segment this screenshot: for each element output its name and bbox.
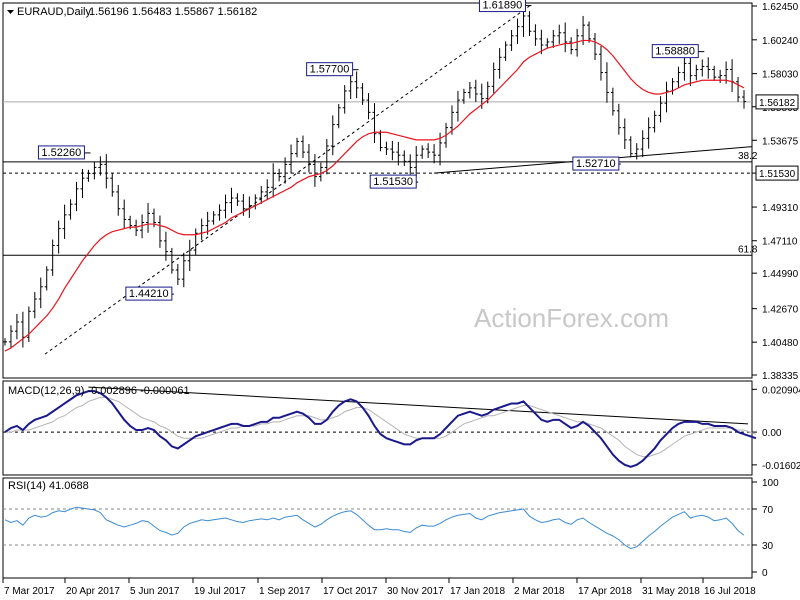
support-level-box [755,165,799,181]
x-tick-label: 5 Jun 2017 [130,586,180,597]
x-tick-label: 30 Nov 2017 [387,586,444,597]
annotation-box [478,0,526,13]
fib-level-label: 38.2 [738,151,758,162]
macd-title: MACD(12,26,9) -0.002896 -0.000061 [8,385,190,397]
current-price-label: 1.56182 [759,98,796,109]
macd-layer: 0.020904 0.00 -0.016023 [3,385,800,472]
annotation-label: 1.44210 [129,288,169,300]
price-tick-label: 1.42670 [762,305,799,316]
price-tick-label: 1.47110 [762,237,798,248]
annotation-label: 1.52710 [576,158,616,170]
x-tick-label: 17 Oct 2017 [323,586,378,597]
rsi-layer: 100 70 30 0 [3,478,779,579]
price-layer: 1.624501.602401.580301.558651.536751.515… [3,0,799,382]
x-tick-label: 20 Apr 2017 [66,586,120,597]
macd-tick-label: 0.020904 [762,385,800,396]
rsi-title: RSI(14) 41.0688 [8,480,89,492]
macd-tick-label: -0.016023 [762,461,800,472]
macd-panel [2,380,753,476]
dropdown-triangle-icon [7,10,14,14]
annotation-label: 1.61890 [482,0,522,12]
price-tick-label: 1.58030 [762,70,799,81]
price-tick-label: 1.49310 [762,203,799,214]
support-level-label: 1.51530 [759,169,796,180]
annotation-label: 1.52260 [41,147,81,159]
annotation-box [651,44,699,59]
macd-signal-line [5,396,757,458]
annotation-box [572,156,620,171]
chart-header: EURAUD,Daily 1.56196 1.56483 1.55867 1.5… [7,6,257,18]
price-tick-label: 1.40480 [762,338,799,349]
annotation-label: 1.58880 [655,46,695,58]
annotation-box [37,145,85,160]
x-tick-label: 2 Mar 2018 [514,586,565,597]
price-tick-label: 1.53675 [762,136,799,147]
macd-line [4,390,757,468]
macd-trendline [88,386,749,425]
x-tick-label: 19 Jul 2017 [194,586,246,597]
x-tick-label: 1 Sep 2017 [259,586,311,597]
price-tick-label: 1.38335 [762,371,799,382]
rsi-panel [2,477,753,579]
x-tick-label: 17 Apr 2018 [578,586,632,597]
x-tick-label: 16 Jul 2018 [704,586,756,597]
x-tick-label: 7 Mar 2017 [4,586,55,597]
current-price-box [755,94,799,110]
rsi-line [4,506,745,550]
price-panel [2,2,753,379]
rsi-tick-label: 100 [762,478,779,489]
annotation-label: 1.51530 [373,176,413,188]
price-tick-label: 1.44990 [762,269,799,280]
rsi-tick-label: 70 [762,505,774,516]
macd-tick-label: 0.00 [762,428,782,439]
price-tick-label: 1.60240 [762,36,799,47]
annotation-box [306,62,354,77]
annotation-box [125,286,173,301]
price-tick-label: 1.62450 [762,2,799,13]
annotation-label: 1.57700 [310,64,350,76]
watermark: ActionForex.com [474,303,669,333]
moving-average-line [4,39,745,352]
fib-level-label: 61.8 [738,244,758,255]
ohlc-values: 1.56196 1.56483 1.55867 1.56182 [89,6,257,18]
x-tick-label: 31 May 2018 [642,586,700,597]
annotation-box [369,174,417,189]
x-axis: 7 Mar 2017 20 Apr 2017 5 Jun 2017 19 Jul 20… [2,578,756,597]
rsi-tick-label: 30 [762,541,774,552]
x-tick-label: 17 Jan 2018 [450,586,505,597]
symbol-label: EURAUD,Daily [17,6,91,18]
rsi-tick-label: 0 [762,568,768,579]
